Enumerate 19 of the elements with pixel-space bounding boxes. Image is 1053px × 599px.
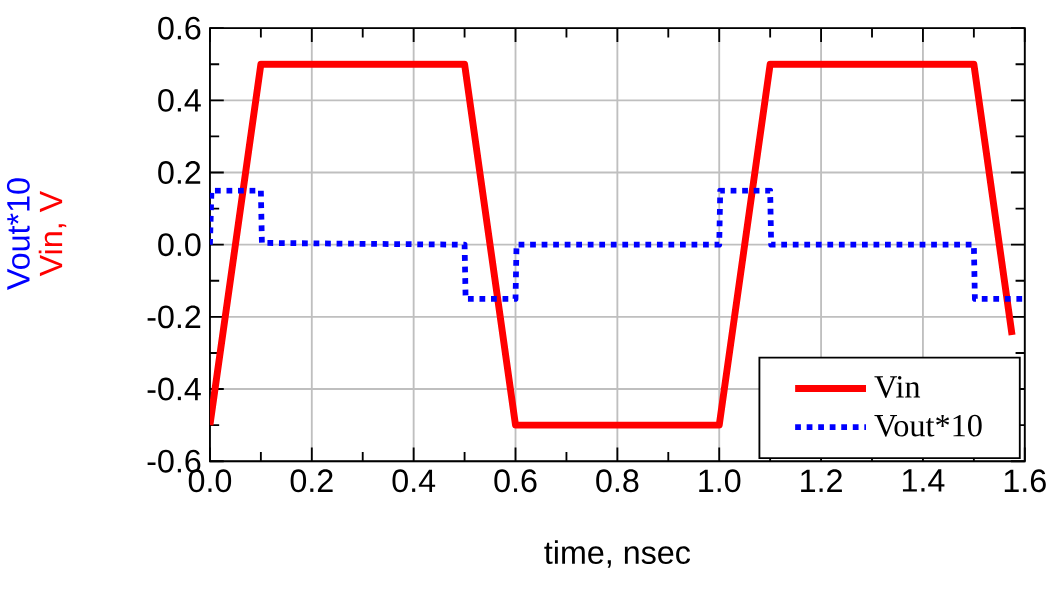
legend-label: Vout*10 — [874, 414, 982, 437]
x-tick-label: 1.4 — [902, 469, 945, 492]
x-tick-label: 0.2 — [290, 469, 333, 493]
x-tick-label: 1.6 — [1004, 469, 1046, 493]
x-tick-label: 1.2 — [801, 469, 842, 492]
x-tick-label: 0.4 — [392, 469, 436, 493]
y2-axis-title: Vout*10 — [6, 178, 30, 290]
y-tick-label: 0.0 — [158, 233, 201, 257]
y-tick-label: 0.6 — [158, 16, 201, 40]
y-tick-label: -0.4 — [147, 377, 201, 401]
y-tick-label: 0.4 — [158, 88, 201, 112]
legend-label: Vin — [874, 376, 921, 398]
x-tick-label: 0.6 — [494, 469, 537, 493]
y-axis-title: Vin, V — [38, 190, 67, 277]
y-tick-label: -0.2 — [147, 305, 201, 329]
y-tick-label: 0.2 — [158, 161, 201, 184]
x-tick-label: 1.0 — [699, 469, 741, 493]
x-axis-title: time, nsec — [544, 540, 691, 568]
x-tick-label: 0.8 — [596, 469, 639, 493]
